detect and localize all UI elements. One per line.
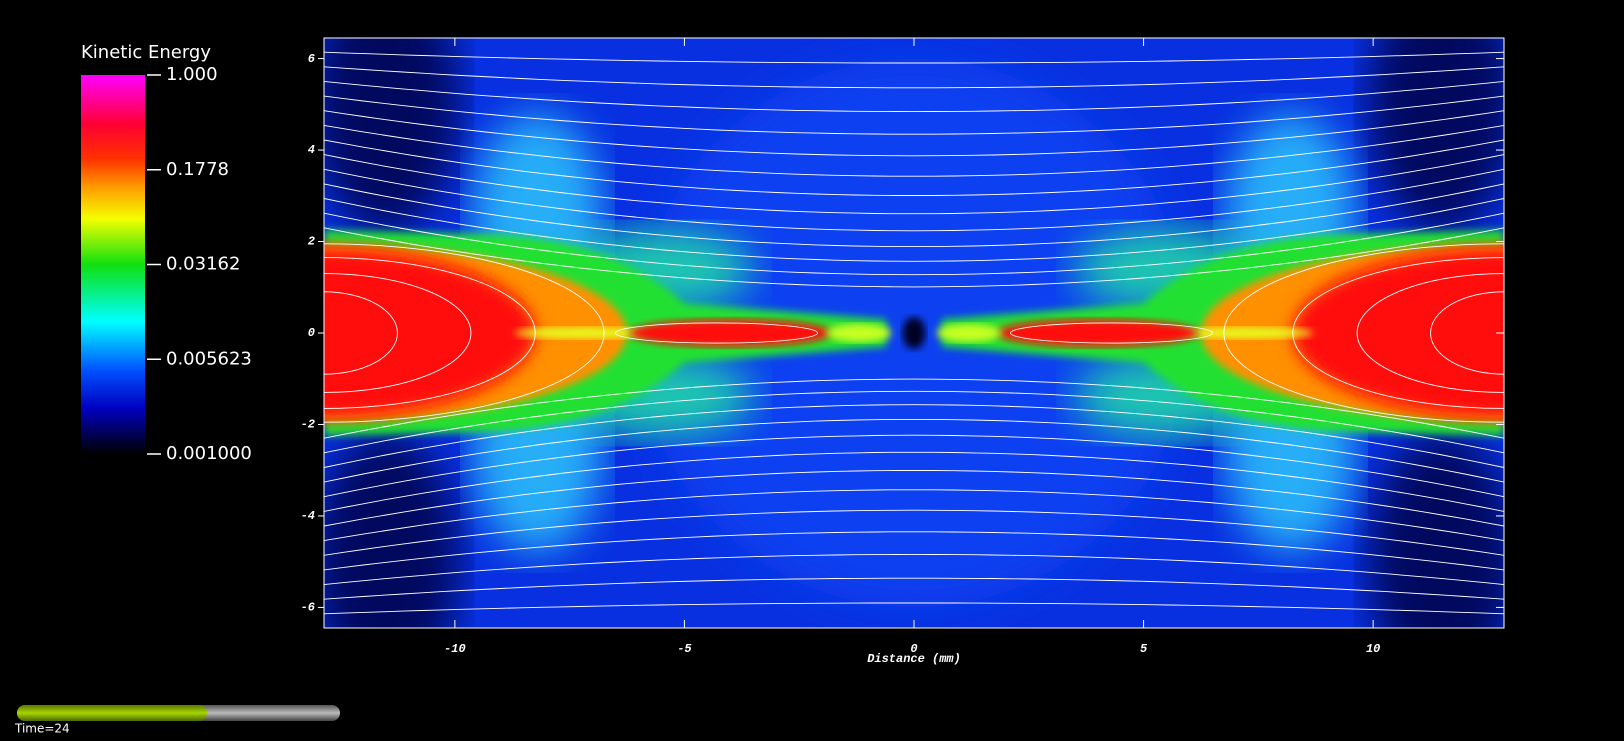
- field-line: [324, 531, 1504, 571]
- field-line: [324, 470, 1504, 527]
- field-line: [324, 154, 1504, 215]
- field-line: [324, 51, 1504, 64]
- field-line: [324, 10, 1504, 23]
- field-dark: [1368, 433, 1504, 628]
- x-axis-label: Distance (mm): [867, 652, 961, 666]
- field-red: [629, 319, 832, 347]
- colorbar-tick-label: 0.1778: [166, 159, 229, 180]
- field-line: [1292, 257, 1504, 409]
- field-line: [1010, 322, 1213, 344]
- field-line: [324, 553, 1504, 586]
- y-tick-label: 6: [308, 52, 315, 66]
- y-tick-label: 2: [308, 235, 315, 249]
- x-tick-label: 10: [1366, 642, 1380, 656]
- field-yellow: [826, 323, 892, 343]
- x-tick-label: 0: [910, 642, 917, 656]
- y-tick-label: -2: [301, 418, 315, 432]
- field-yellow: [514, 327, 653, 339]
- field-line: [324, 110, 1504, 157]
- field-line: [324, 390, 1504, 454]
- field-yellow: [1175, 327, 1314, 339]
- field-line: [324, 257, 536, 409]
- field-line: [324, 243, 605, 423]
- field-line: [324, 66, 1504, 89]
- colorbar-tick-label: 0.005623: [166, 348, 252, 369]
- field-line: [324, 418, 1504, 483]
- field-dark: [1368, 38, 1504, 233]
- field-line: [324, 451, 1504, 512]
- field-line: [324, 212, 1504, 276]
- field-dark: [324, 433, 460, 628]
- field-line: [324, 183, 1504, 248]
- field-dark: [324, 38, 460, 233]
- field-line: [324, 509, 1504, 556]
- field-red: [324, 248, 536, 418]
- field-red: [996, 319, 1199, 347]
- x-tick-label: -5: [677, 642, 692, 656]
- field-line: [324, 434, 1504, 498]
- field-line: [324, 139, 1504, 196]
- field: [324, 10, 1504, 628]
- field-line: [324, 80, 1504, 113]
- field-line: [324, 291, 398, 375]
- field-line: [615, 322, 818, 344]
- colorbar-title: Kinetic Energy: [81, 42, 211, 63]
- field-line: [324, 124, 1504, 177]
- field-line: [324, 404, 1504, 468]
- field-line: [324, 378, 1504, 439]
- y-tick-label: 0: [308, 326, 315, 340]
- field-line: [324, 198, 1504, 262]
- field-line: [324, 577, 1504, 600]
- field-line: [324, 602, 1504, 615]
- field-line: [324, 227, 1504, 288]
- field-red: [1292, 248, 1504, 418]
- time-slider-fill: [17, 705, 207, 721]
- time-label: Time=24: [14, 722, 70, 736]
- field-line: [324, 95, 1504, 135]
- y-tick-label: -6: [301, 601, 315, 615]
- colorbar-tick-label: 0.03162: [166, 254, 240, 275]
- y-tick-label: 4: [308, 143, 315, 157]
- x-tick-label: 5: [1140, 642, 1148, 656]
- field-line: [324, 489, 1504, 542]
- field-line: [1430, 291, 1504, 375]
- field-line: [1356, 273, 1504, 393]
- field-line: [324, 168, 1504, 232]
- field-hole: [902, 316, 926, 350]
- colorbar: [81, 75, 145, 454]
- colorbar-tick-label: 1.000: [166, 64, 218, 85]
- field-yellow: [936, 323, 1002, 343]
- field-line: [324, 273, 472, 393]
- y-tick-label: -4: [301, 509, 315, 523]
- colorbar-tick-label: 0.001000: [166, 443, 252, 464]
- x-tick-label: -10: [444, 642, 466, 656]
